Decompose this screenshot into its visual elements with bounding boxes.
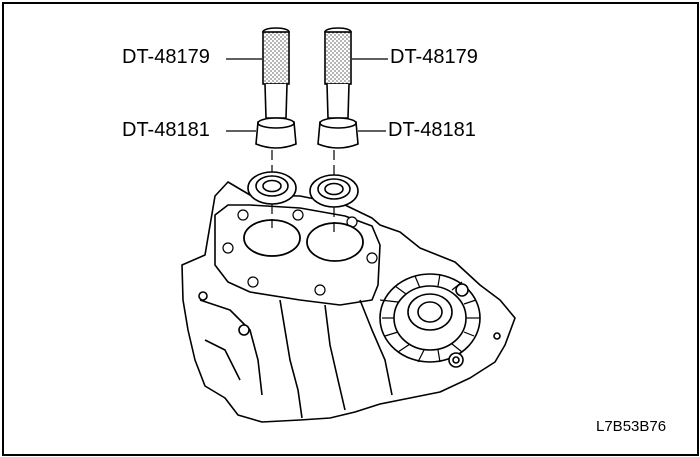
figure-code: L7B53B76: [596, 418, 667, 435]
label-dt-48179-left: DT-48179: [122, 46, 210, 68]
seal-right: [309, 174, 359, 208]
label-dt-48179-right: DT-48179: [390, 46, 478, 68]
transmission-case: [181, 181, 516, 423]
seal-left: [247, 171, 297, 205]
center-lines: [271, 150, 335, 232]
tool-left: [255, 27, 297, 149]
label-dt-48181-left: DT-48181: [122, 119, 210, 141]
leader-lines: [226, 58, 388, 132]
label-dt-48181-right: DT-48181: [388, 119, 476, 141]
tool-right: [317, 27, 359, 149]
